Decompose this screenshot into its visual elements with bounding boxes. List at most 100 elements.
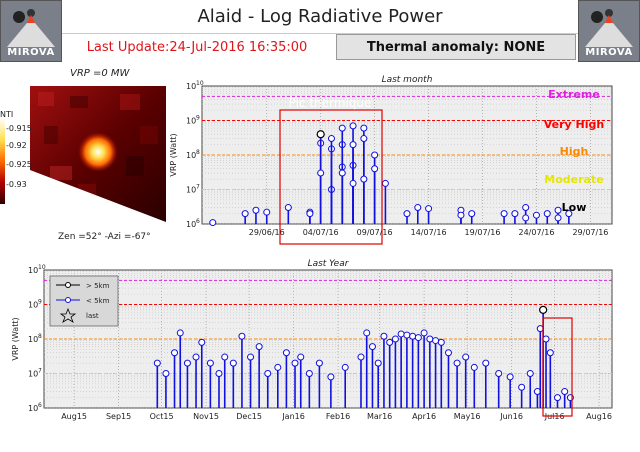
- data-point: [457, 211, 465, 219]
- y-tick-exponent: 10: [196, 80, 204, 87]
- peak-annotation: Pic thermique: [289, 96, 372, 110]
- data-point: [426, 335, 434, 343]
- data-point: [495, 370, 503, 377]
- colorbar: [0, 118, 5, 204]
- data-point: [171, 349, 179, 357]
- legend-label-far: > 5km: [86, 282, 110, 290]
- colorbar-tick: -0.925: [6, 160, 32, 169]
- data-point: [238, 332, 246, 340]
- data-point: [162, 370, 170, 377]
- x-tick-label: Sep15: [106, 412, 131, 421]
- data-point: [437, 338, 445, 346]
- data-point: [349, 122, 357, 130]
- data-point: [518, 383, 526, 391]
- volcano-logo-icon: [585, 9, 633, 47]
- data-point: [381, 179, 389, 187]
- data-point: [371, 151, 379, 159]
- colorbar-label: NTI: [0, 110, 14, 119]
- x-tick-label: 29/07/16: [572, 228, 608, 237]
- data-point: [380, 332, 388, 340]
- y-tick-label: 10: [186, 186, 196, 195]
- peak-highlight-box: [542, 317, 573, 417]
- data-point: [357, 353, 365, 361]
- data-point: [297, 353, 305, 361]
- x-tick-label: Aug16: [586, 412, 612, 421]
- data-point: [470, 363, 478, 371]
- y-tick-label: 10: [186, 220, 196, 229]
- x-tick-label: Oct15: [150, 412, 174, 421]
- data-point: [546, 349, 554, 357]
- page-title: Alaid - Log Radiative Power: [62, 0, 578, 34]
- x-tick-label: Jun16: [499, 412, 523, 421]
- data-point: [462, 353, 470, 361]
- chart-title: Last month: [382, 75, 433, 85]
- data-point: [360, 175, 368, 183]
- legend-label-near: < 5km: [86, 297, 110, 305]
- data-point: [183, 359, 191, 367]
- thermal-image: [30, 86, 166, 222]
- colorbar-tick: -0.92: [6, 141, 27, 150]
- threshold-label: Moderate: [544, 173, 603, 186]
- y-tick-label: 10: [28, 370, 38, 379]
- data-point: [553, 394, 561, 402]
- colorbar-tick: -0.915: [6, 124, 32, 133]
- plot-area: [43, 269, 613, 409]
- data-point: [264, 370, 272, 377]
- legend-marker-near: [65, 297, 71, 303]
- y-tick-exponent: 7: [196, 184, 200, 191]
- data-point: [391, 335, 399, 343]
- x-tick-label: 19/07/16: [465, 228, 501, 237]
- thermal-image-title: VRP =0 MW: [70, 68, 130, 79]
- y-tick-exponent: 7: [38, 368, 42, 375]
- data-point: [229, 359, 237, 367]
- data-point: [263, 208, 271, 216]
- data-point: [215, 370, 223, 377]
- y-tick-exponent: 9: [38, 299, 42, 306]
- data-point: [349, 179, 357, 187]
- data-point: [315, 359, 323, 367]
- data-point: [561, 388, 569, 396]
- data-point: [554, 206, 562, 214]
- data-point: [360, 124, 368, 132]
- data-point: [371, 165, 379, 173]
- x-tick-label: 24/07/16: [519, 228, 555, 237]
- legend-box: [49, 275, 119, 327]
- data-point: [526, 370, 534, 377]
- data-point: [386, 338, 394, 346]
- data-point: [198, 338, 206, 346]
- data-point: [209, 219, 217, 227]
- data-point: [414, 204, 422, 212]
- data-point: [341, 363, 349, 371]
- data-point: [291, 359, 299, 367]
- legend-marker-far: [65, 282, 71, 288]
- y-tick-exponent: 8: [196, 149, 200, 156]
- data-point: [327, 135, 335, 143]
- logo-text: MIROVA: [7, 47, 55, 58]
- data-point: [468, 210, 476, 218]
- data-point: [403, 331, 411, 339]
- x-tick-label: Nov15: [193, 412, 219, 421]
- data-point: [511, 210, 519, 218]
- y-tick-exponent: 6: [38, 402, 42, 409]
- legend: [49, 275, 119, 327]
- data-point: [274, 363, 282, 371]
- y-tick-label: 10: [28, 301, 38, 310]
- legend-star-icon: [59, 307, 77, 323]
- data-point: [482, 359, 490, 367]
- data-point: [500, 210, 508, 218]
- x-tick-label: Apr16: [412, 412, 436, 421]
- data-point: [420, 329, 428, 337]
- data-point: [252, 206, 260, 214]
- legend-label-last: last: [86, 312, 99, 320]
- data-point: [247, 353, 255, 361]
- data-point: [565, 210, 573, 218]
- x-tick-label: May16: [454, 412, 481, 421]
- data-point: [349, 141, 357, 149]
- data-point: [327, 373, 335, 381]
- y-tick-label: 10: [28, 335, 38, 344]
- thermal-anomaly-status: Thermal anomaly: NONE: [336, 34, 576, 60]
- data-point: [363, 329, 371, 337]
- mirova-logo-right: MIROVA: [578, 0, 640, 62]
- data-point: [206, 359, 214, 367]
